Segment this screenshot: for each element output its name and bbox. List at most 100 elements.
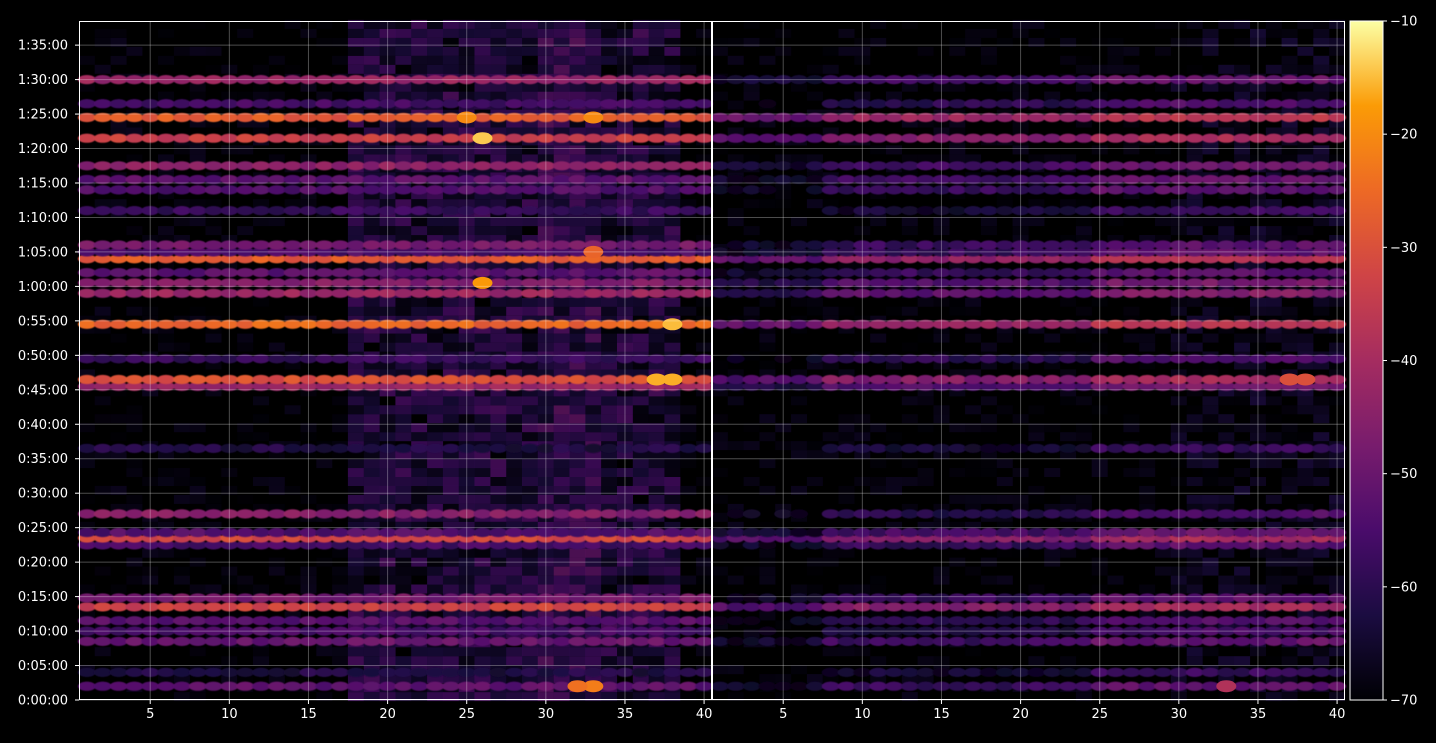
heatmap-cell <box>933 82 950 92</box>
heatmap-cell <box>1043 626 1062 636</box>
heatmap-cell <box>283 509 302 519</box>
heatmap-cell <box>885 593 903 603</box>
heatmap-cell <box>1217 509 1236 519</box>
heatmap-cell <box>631 681 650 691</box>
heatmap-cell <box>442 19 459 29</box>
heatmap-cell <box>837 381 856 391</box>
heatmap-cell <box>965 306 982 316</box>
heatmap-cell <box>996 190 1013 200</box>
heatmap-cell <box>189 91 206 101</box>
heatmap-cell <box>347 190 364 200</box>
heatmap-cell <box>379 647 396 657</box>
heatmap-cell <box>125 240 144 250</box>
heatmap-cell <box>411 297 428 307</box>
heatmap-cell <box>1329 521 1346 531</box>
heatmap-cell <box>1217 374 1236 385</box>
heatmap-cell <box>886 432 902 442</box>
heatmap-cell <box>346 240 365 250</box>
heatmap-cell <box>1122 254 1141 264</box>
heatmap-cell <box>552 240 571 250</box>
heatmap-cell <box>1297 154 1314 164</box>
heatmap-cell <box>411 503 428 513</box>
heatmap-cell <box>506 324 523 334</box>
heatmap-cell <box>205 217 222 227</box>
heatmap-cell <box>536 616 555 626</box>
heatmap-cell <box>490 548 507 558</box>
heatmap-cell <box>695 527 714 538</box>
heatmap-cell <box>916 593 935 603</box>
heatmap-cell <box>363 82 380 92</box>
heatmap-cell <box>1249 254 1267 264</box>
heatmap-cell <box>949 154 966 164</box>
heatmap-cell <box>220 616 239 626</box>
heatmap-cell <box>426 540 445 550</box>
heatmap-cell <box>886 521 902 531</box>
heatmap-cell <box>188 616 207 626</box>
heatmap-cell <box>775 674 792 684</box>
heatmap-cell <box>172 319 191 329</box>
heatmap-cell <box>458 217 475 227</box>
heatmap-cell <box>521 354 539 364</box>
heatmap-cell <box>616 540 634 550</box>
heatmap-cell <box>1329 324 1346 334</box>
heatmap-cell <box>411 468 428 477</box>
heatmap-cell <box>664 611 681 621</box>
heatmap-cell <box>157 443 175 453</box>
heatmap-cell <box>1234 396 1251 406</box>
heatmap-cell <box>378 354 397 364</box>
heatmap-cell <box>379 127 396 137</box>
heatmap-cell <box>711 494 728 504</box>
heatmap-cell <box>932 681 951 691</box>
heatmap-cell <box>299 381 318 391</box>
heatmap-cell <box>332 55 349 65</box>
heatmap-cell <box>837 374 856 385</box>
heatmap-cell <box>1329 360 1346 370</box>
heatmap-cell <box>980 575 997 585</box>
heatmap-cell <box>1044 503 1061 513</box>
heatmap-cell <box>395 450 412 460</box>
heatmap-cell <box>1250 450 1266 460</box>
heatmap-cell <box>1250 226 1266 236</box>
heatmap-cell <box>601 450 618 460</box>
heatmap-cell <box>379 226 396 236</box>
heatmap-cell <box>617 477 633 486</box>
heatmap-cell <box>490 396 507 406</box>
heatmap-cell <box>790 278 808 288</box>
heatmap-cell <box>1059 443 1078 453</box>
heatmap-cell <box>664 584 681 594</box>
heatmap-cell <box>726 268 745 278</box>
heatmap-cell <box>869 319 888 329</box>
heatmap-cell <box>536 268 555 278</box>
heatmap-cell <box>979 268 998 278</box>
heatmap-cell <box>1138 509 1157 519</box>
heatmap-cell <box>537 405 554 415</box>
heatmap-cell <box>362 278 381 288</box>
heatmap-cell <box>363 324 380 334</box>
heatmap-cell <box>648 261 665 271</box>
heatmap-cell <box>93 240 112 250</box>
heatmap-cell <box>395 575 412 585</box>
heatmap-cell <box>854 226 871 236</box>
heatmap-cell <box>1154 240 1172 250</box>
heatmap-cell <box>1313 360 1330 370</box>
heatmap-cell <box>457 681 476 691</box>
heatmap-cell <box>205 494 222 504</box>
heatmap-cell <box>142 235 159 244</box>
heatmap-cell <box>932 626 951 636</box>
heatmap-cell <box>537 369 554 379</box>
heatmap-cell <box>1060 503 1077 513</box>
heatmap-cell <box>78 423 95 433</box>
heatmap-cell <box>900 602 919 612</box>
heatmap-cell <box>394 681 413 691</box>
heatmap-cell <box>363 396 380 406</box>
heatmap-cell <box>1297 64 1314 74</box>
heatmap-cell <box>1313 324 1330 334</box>
heatmap-cell <box>1264 681 1283 691</box>
heatmap-cell <box>125 667 144 678</box>
heatmap-cell <box>758 278 777 288</box>
heatmap-cell <box>1250 432 1266 442</box>
heatmap-cell <box>726 509 745 519</box>
heatmap-cell <box>1281 656 1298 666</box>
heatmap-cell <box>315 527 334 538</box>
heatmap-cell <box>315 616 334 626</box>
